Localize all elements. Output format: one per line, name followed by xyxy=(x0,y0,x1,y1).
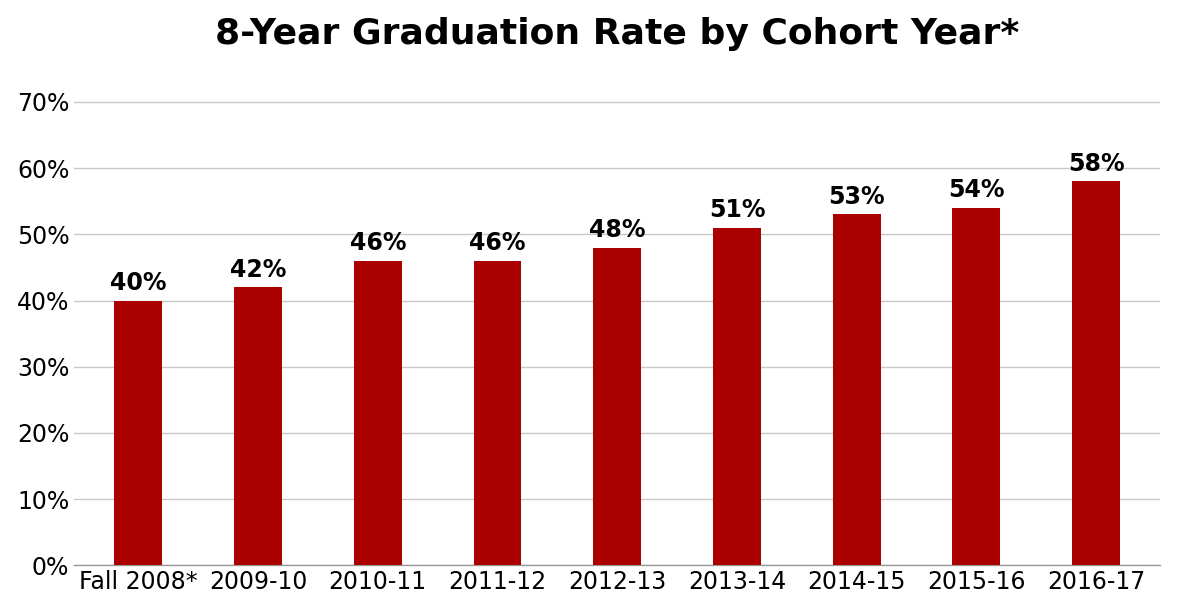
Text: 40%: 40% xyxy=(111,271,167,295)
Bar xyxy=(354,261,401,565)
Text: 51%: 51% xyxy=(709,199,765,222)
Bar xyxy=(234,287,282,565)
Bar xyxy=(952,208,1000,565)
Title: 8-Year Graduation Rate by Cohort Year*: 8-Year Graduation Rate by Cohort Year* xyxy=(215,16,1019,51)
Bar xyxy=(473,261,521,565)
Bar xyxy=(114,301,162,565)
Text: 58%: 58% xyxy=(1068,152,1124,176)
Bar xyxy=(833,214,880,565)
Text: 46%: 46% xyxy=(350,232,406,255)
Text: 54%: 54% xyxy=(949,178,1005,202)
Text: 48%: 48% xyxy=(588,218,645,242)
Text: 42%: 42% xyxy=(230,258,286,282)
Text: 53%: 53% xyxy=(829,185,885,209)
Text: 46%: 46% xyxy=(470,232,526,255)
Bar xyxy=(593,247,641,565)
Bar xyxy=(1072,181,1121,565)
Bar xyxy=(713,228,760,565)
